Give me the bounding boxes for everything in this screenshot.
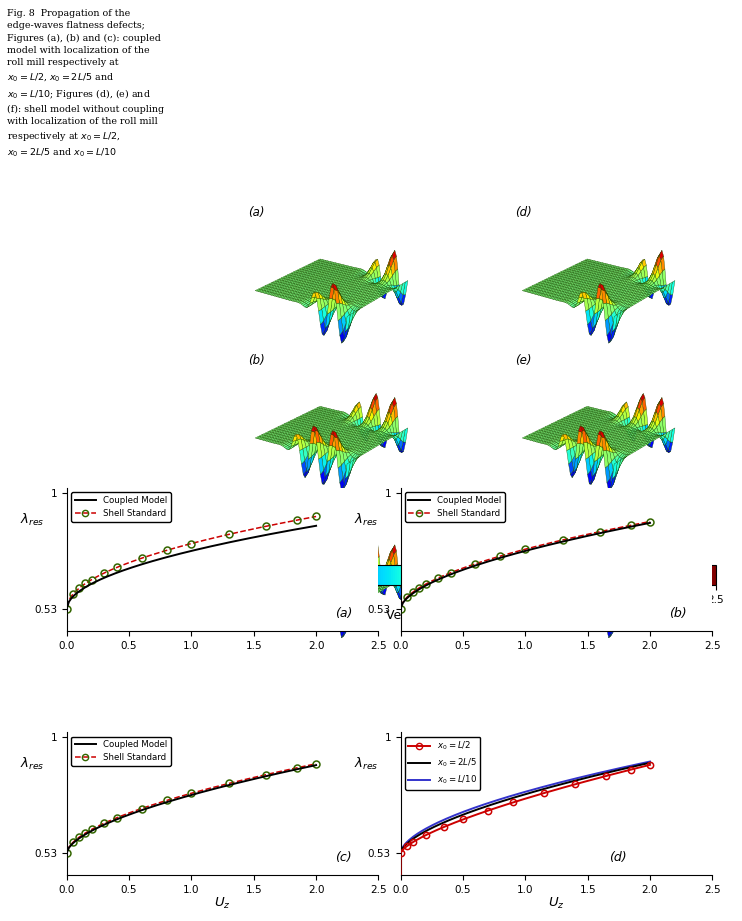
Text: (d): (d) xyxy=(516,206,532,219)
Y-axis label: $\lambda_{res}$: $\lambda_{res}$ xyxy=(20,512,45,528)
Y-axis label: $\lambda_{res}$: $\lambda_{res}$ xyxy=(354,512,378,528)
Text: (c): (c) xyxy=(335,851,352,864)
Y-axis label: $\lambda_{res}$: $\lambda_{res}$ xyxy=(354,756,378,772)
Text: Fig. 8  Propagation of the
edge-waves flatness defects;
Figures (a), (b) and (c): Fig. 8 Propagation of the edge-waves fla… xyxy=(7,9,165,159)
Text: (b): (b) xyxy=(249,354,265,367)
X-axis label: Vertical displacement Uz: Vertical displacement Uz xyxy=(386,609,542,622)
Text: (d): (d) xyxy=(609,851,627,864)
Legend: Coupled Model, Shell Standard: Coupled Model, Shell Standard xyxy=(71,737,171,765)
Text: (c): (c) xyxy=(249,501,264,514)
Text: (a): (a) xyxy=(249,206,265,219)
Text: (f): (f) xyxy=(516,501,529,514)
Text: (e): (e) xyxy=(516,354,532,367)
Text: (b): (b) xyxy=(669,607,686,620)
X-axis label: $U_z$: $U_z$ xyxy=(214,896,231,911)
Y-axis label: $\lambda_{res}$: $\lambda_{res}$ xyxy=(20,756,45,772)
X-axis label: $U_z$: $U_z$ xyxy=(548,896,565,911)
Legend: Coupled Model, Shell Standard: Coupled Model, Shell Standard xyxy=(405,493,505,521)
Text: (a): (a) xyxy=(335,607,352,620)
Legend: $x_0 = L / 2$, $x_0 = 2L / 5$, $x_0 = L / 10$: $x_0 = L / 2$, $x_0 = 2L / 5$, $x_0 = L … xyxy=(405,737,480,789)
Legend: Coupled Model, Shell Standard: Coupled Model, Shell Standard xyxy=(71,493,171,521)
